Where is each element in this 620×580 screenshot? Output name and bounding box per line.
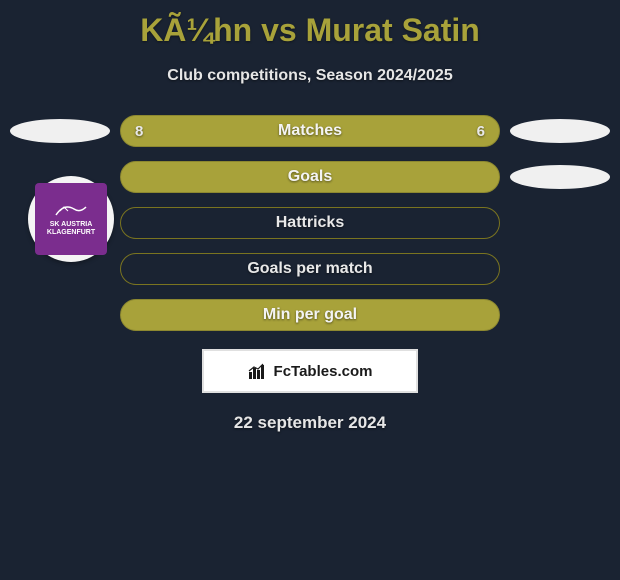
player-token-right <box>510 119 610 143</box>
stat-label: Matches <box>278 122 342 140</box>
stat-right-side <box>510 303 610 327</box>
page-title: KÃ¼hn vs Murat Satin <box>0 0 620 49</box>
stat-right-side <box>510 257 610 281</box>
stat-bar: Min per goal <box>120 299 500 331</box>
stat-right-side <box>510 119 610 143</box>
stat-bar: Hattricks <box>120 207 500 239</box>
club-crest-icon <box>54 201 88 219</box>
stat-left-value: 8 <box>135 123 143 140</box>
attribution-text: FcTables.com <box>274 363 373 380</box>
club-badge-left: SK AUSTRIA KLAGENFURT <box>28 176 114 262</box>
club-badge-inner: SK AUSTRIA KLAGENFURT <box>35 183 107 255</box>
stat-row: 8 Matches 6 <box>10 115 610 147</box>
stat-left-side <box>10 119 110 143</box>
stat-label: Goals <box>288 168 332 186</box>
club-name-line2: KLAGENFURT <box>47 229 95 237</box>
stat-bar: Goals <box>120 161 500 193</box>
attribution-box: FcTables.com <box>202 349 418 393</box>
club-name-line1: SK AUSTRIA <box>50 221 93 229</box>
stat-label: Min per goal <box>263 306 357 324</box>
stat-right-side <box>510 165 610 189</box>
stat-row: Goals per match <box>10 253 610 285</box>
player-token-left <box>10 119 110 143</box>
stat-bar: Goals per match <box>120 253 500 285</box>
stat-row: Min per goal <box>10 299 610 331</box>
stat-label: Hattricks <box>276 214 344 232</box>
stat-right-value: 6 <box>477 123 485 140</box>
stat-label: Goals per match <box>247 260 372 278</box>
stat-bar: 8 Matches 6 <box>120 115 500 147</box>
stat-left-side <box>10 303 110 327</box>
player-token-right <box>510 165 610 189</box>
subtitle: Club competitions, Season 2024/2025 <box>0 67 620 85</box>
stat-right-side <box>510 211 610 235</box>
date-text: 22 september 2024 <box>0 413 620 433</box>
bar-chart-icon <box>248 362 268 380</box>
